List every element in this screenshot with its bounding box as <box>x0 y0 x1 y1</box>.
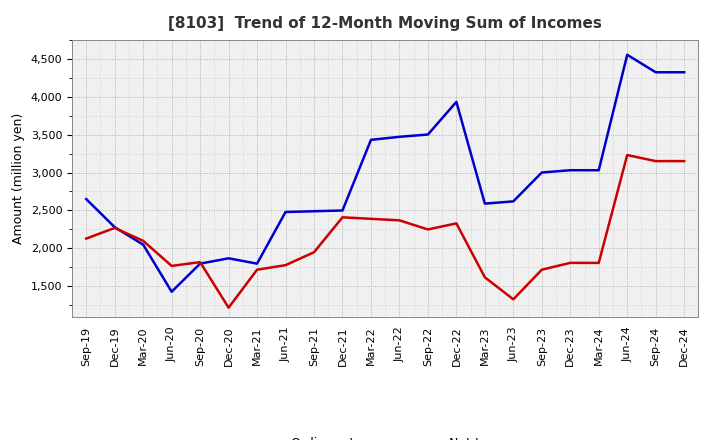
Ordinary Income <box>139 242 148 247</box>
Net Income <box>225 305 233 310</box>
Y-axis label: Amount (million yen): Amount (million yen) <box>12 113 25 244</box>
Net Income <box>595 260 603 265</box>
Net Income <box>652 158 660 164</box>
Ordinary Income <box>537 170 546 175</box>
Ordinary Income <box>680 70 688 75</box>
Net Income <box>196 260 204 265</box>
Net Income <box>139 238 148 243</box>
Net Income <box>110 225 119 231</box>
Net Income <box>82 236 91 241</box>
Ordinary Income <box>395 134 404 139</box>
Ordinary Income <box>82 196 91 202</box>
Net Income <box>282 263 290 268</box>
Ordinary Income <box>652 70 660 75</box>
Net Income <box>680 158 688 164</box>
Ordinary Income <box>623 52 631 58</box>
Ordinary Income <box>167 289 176 294</box>
Ordinary Income <box>282 209 290 215</box>
Line: Net Income: Net Income <box>86 155 684 308</box>
Ordinary Income <box>480 201 489 206</box>
Ordinary Income <box>338 208 347 213</box>
Net Income <box>566 260 575 265</box>
Ordinary Income <box>509 199 518 204</box>
Ordinary Income <box>595 168 603 173</box>
Ordinary Income <box>110 224 119 230</box>
Ordinary Income <box>225 256 233 261</box>
Ordinary Income <box>253 261 261 266</box>
Net Income <box>395 218 404 223</box>
Net Income <box>338 215 347 220</box>
Ordinary Income <box>423 132 432 137</box>
Ordinary Income <box>452 99 461 105</box>
Ordinary Income <box>196 261 204 266</box>
Ordinary Income <box>566 168 575 173</box>
Net Income <box>310 249 318 255</box>
Net Income <box>366 216 375 221</box>
Ordinary Income <box>366 137 375 143</box>
Legend: Ordinary Income, Net Income: Ordinary Income, Net Income <box>245 432 526 440</box>
Line: Ordinary Income: Ordinary Income <box>86 55 684 292</box>
Ordinary Income <box>310 209 318 214</box>
Net Income <box>253 267 261 272</box>
Net Income <box>537 267 546 272</box>
Net Income <box>623 152 631 158</box>
Title: [8103]  Trend of 12-Month Moving Sum of Incomes: [8103] Trend of 12-Month Moving Sum of I… <box>168 16 602 32</box>
Net Income <box>167 263 176 268</box>
Net Income <box>480 275 489 280</box>
Net Income <box>452 221 461 226</box>
Net Income <box>509 297 518 302</box>
Net Income <box>423 227 432 232</box>
